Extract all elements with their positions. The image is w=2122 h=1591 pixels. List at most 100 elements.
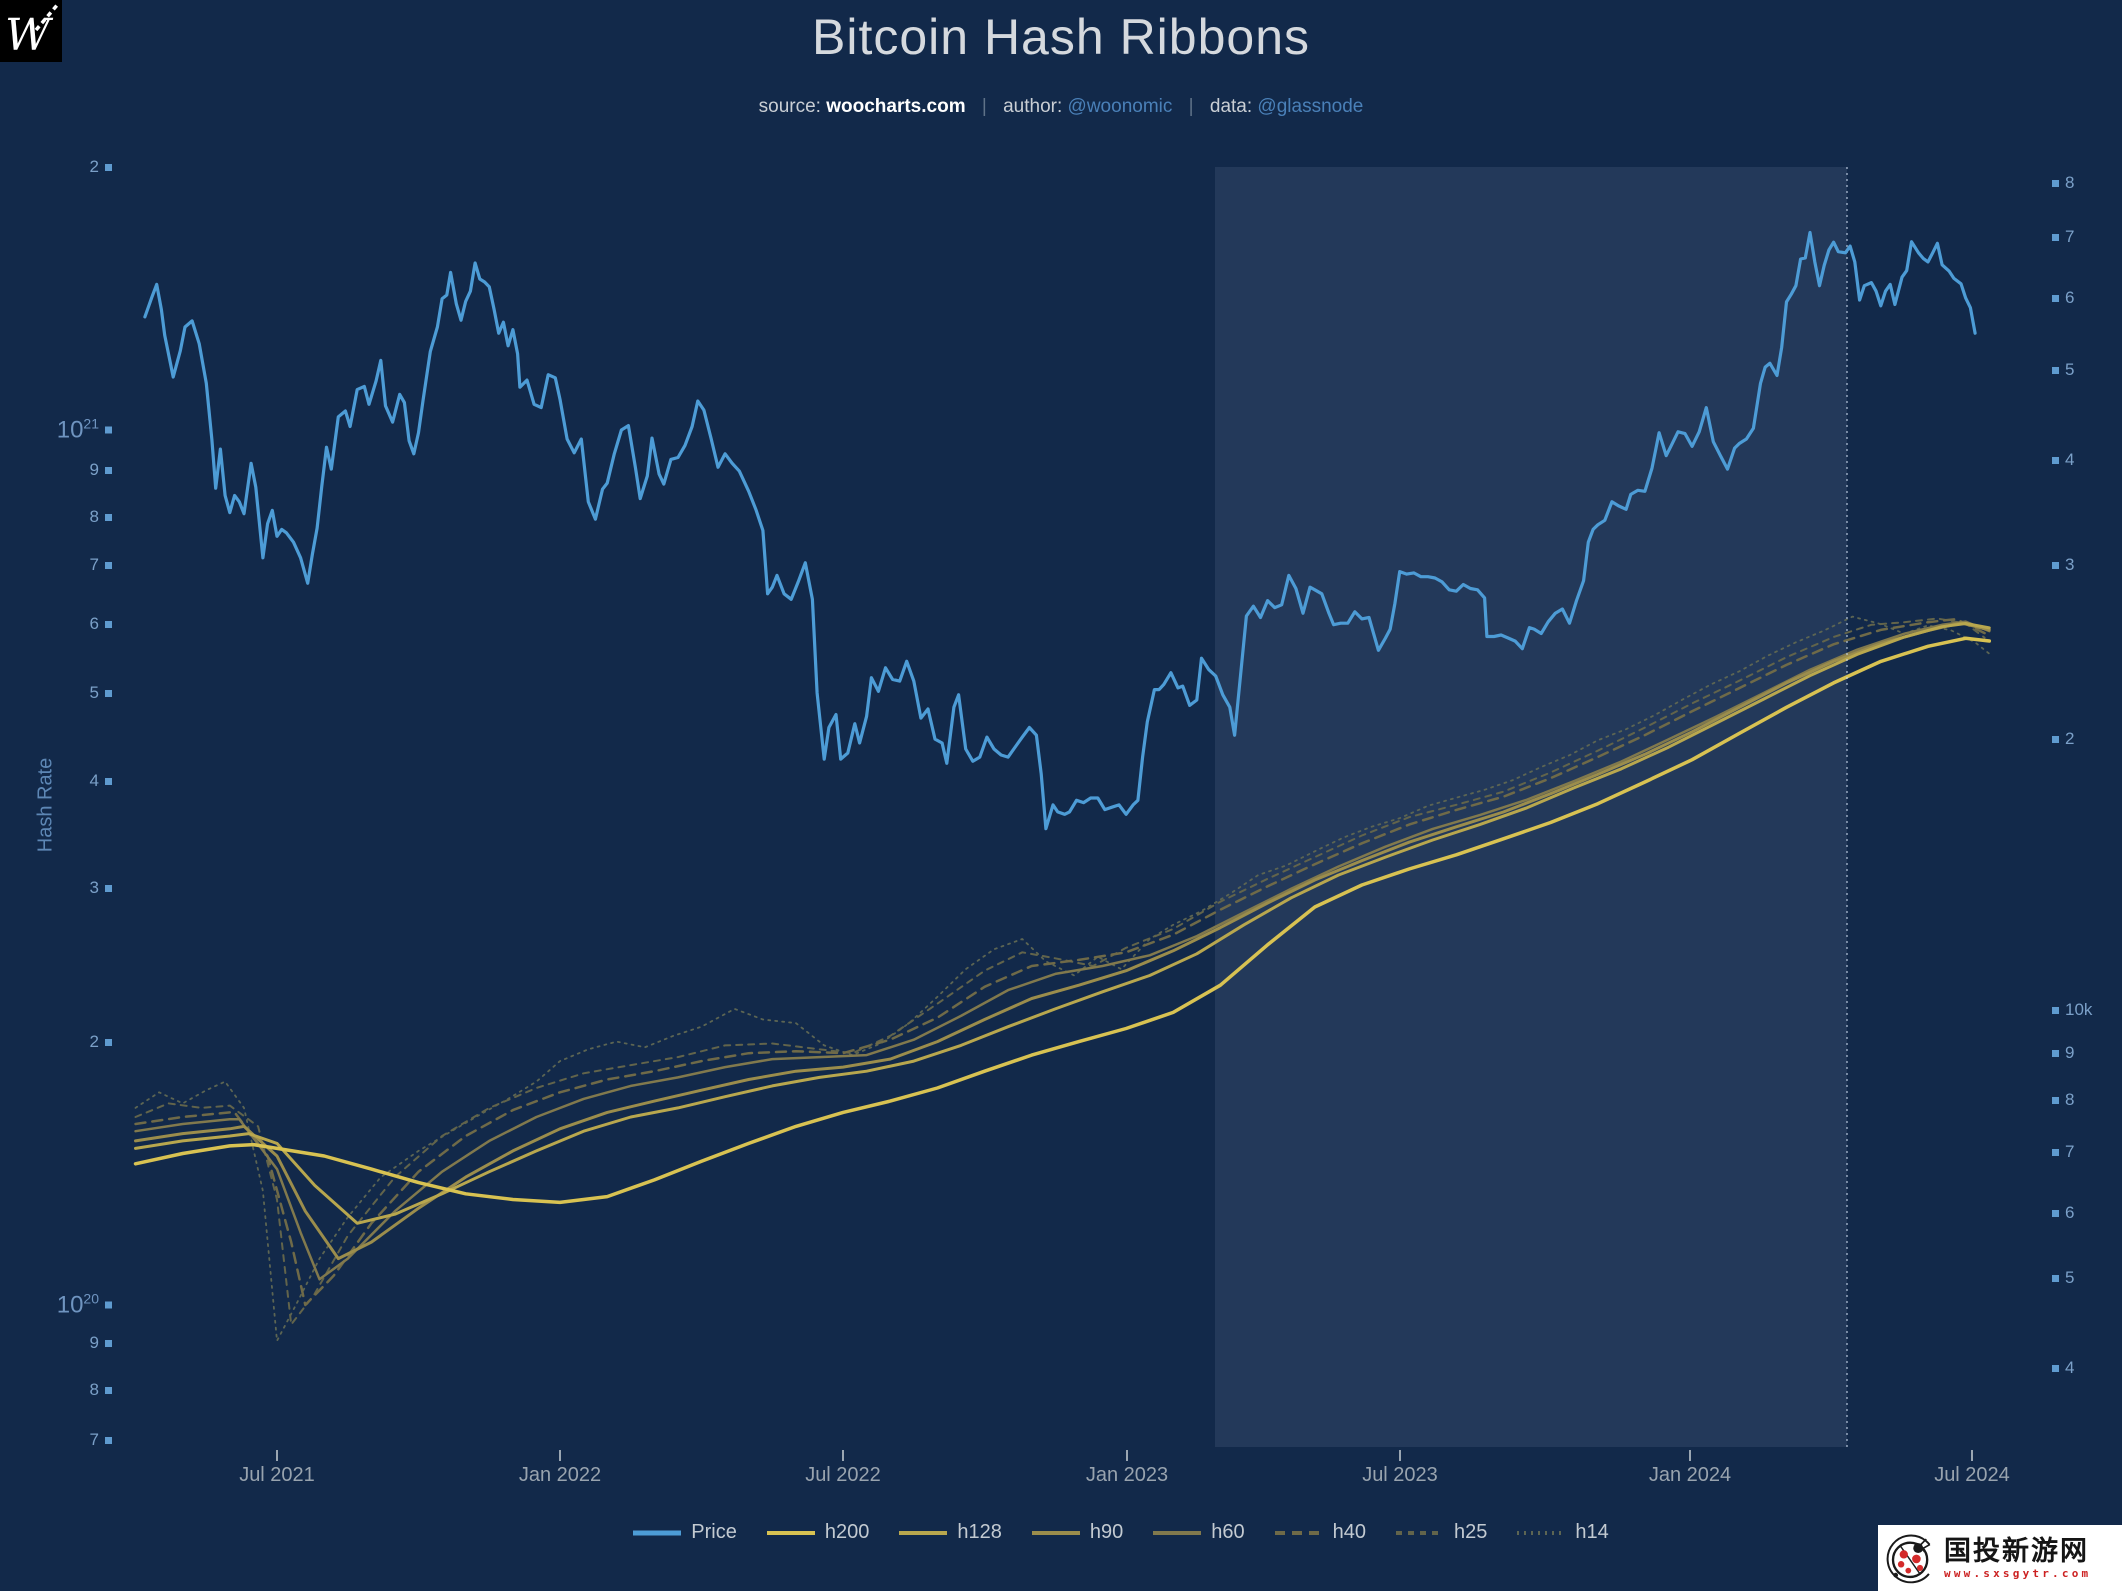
tick-square-icon	[2052, 1148, 2059, 1156]
author-link[interactable]: @woonomic	[1067, 96, 1173, 117]
h25-swatch-icon	[1395, 1530, 1444, 1535]
subtitle: source: woocharts.com | author: @woonomi…	[0, 96, 2122, 118]
tick-square-icon	[105, 1436, 112, 1444]
legend-label: h60	[1211, 1521, 1245, 1543]
x-axis-tick-mark	[1399, 1450, 1401, 1461]
left-axis-tick: 9	[0, 1333, 112, 1353]
source-value: woocharts.com	[826, 96, 966, 117]
tick-square-icon	[2052, 179, 2059, 187]
h60-swatch-icon	[1153, 1530, 1202, 1535]
left-axis-tick: 4	[0, 771, 112, 791]
tick-square-icon	[2052, 456, 2059, 464]
legend-label: h14	[1575, 1521, 1609, 1543]
tick-square-icon	[105, 689, 112, 697]
x-axis-tick-mark	[559, 1450, 561, 1461]
price-line	[143, 230, 1977, 831]
x-axis-tick-label: Jul 2023	[1362, 1464, 1438, 1486]
h40-swatch-icon	[1274, 1530, 1323, 1535]
left-axis-tick: 3	[0, 878, 112, 898]
h14-swatch-icon	[1517, 1530, 1566, 1535]
source-label: source:	[758, 96, 821, 117]
right-axis-tick: 5	[2052, 360, 2074, 380]
legend-item-h14[interactable]: h14	[1517, 1521, 1609, 1544]
x-axis-tick-label: Jul 2021	[239, 1464, 315, 1486]
h128-line	[134, 622, 1991, 1225]
tick-square-icon	[2052, 294, 2059, 302]
tick-square-icon	[105, 513, 112, 521]
author-label: author:	[1003, 96, 1063, 117]
left-axis-tick: 1021	[0, 416, 112, 445]
x-axis-tick-label: Jul 2024	[1934, 1464, 2010, 1486]
legend-label: h200	[824, 1521, 870, 1543]
data-link[interactable]: @glassnode	[1257, 96, 1364, 117]
tick-square-icon	[2052, 366, 2059, 374]
legend-item-h128[interactable]: h128	[899, 1521, 1002, 1544]
left-axis-tick: 8	[0, 1380, 112, 1400]
tick-square-icon	[105, 620, 112, 628]
x-axis-tick-label: Jan 2022	[518, 1464, 602, 1486]
svg-text:W: W	[5, 10, 54, 61]
x-axis-tick-label: Jan 2024	[1648, 1464, 1732, 1486]
left-axis-tick: 7	[0, 555, 112, 575]
right-axis-tick: 7	[2052, 227, 2074, 247]
right-axis-tick: 2	[2052, 729, 2074, 749]
legend-label: h25	[1453, 1521, 1488, 1543]
h25-line	[134, 617, 1986, 1326]
tick-square-icon	[2052, 1364, 2059, 1372]
right-axis-tick: 6	[2052, 1203, 2074, 1223]
separator: |	[981, 96, 987, 117]
right-axis-tick: 8	[2052, 173, 2074, 193]
legend-label: h90	[1089, 1521, 1124, 1543]
price-swatch-icon	[633, 1530, 682, 1535]
watermark-url: www.sxsgytr.com	[1944, 1566, 2092, 1580]
legend-item-h25[interactable]: h25	[1395, 1521, 1488, 1544]
left-axis-tick: 7	[0, 1430, 112, 1450]
tick-square-icon	[2052, 1049, 2059, 1057]
right-axis-tick: 10k	[2052, 1000, 2092, 1020]
h128-swatch-icon	[899, 1530, 948, 1535]
x-axis-tick-mark	[276, 1450, 278, 1461]
legend-item-price[interactable]: Price	[633, 1521, 737, 1544]
tick-square-icon	[105, 1038, 112, 1046]
w-logo-icon: W	[0, 0, 62, 62]
legend-label: Price	[691, 1521, 737, 1543]
x-axis-tick-mark	[1126, 1450, 1128, 1461]
tick-square-icon	[105, 1339, 112, 1347]
woocharts-logo: W	[0, 0, 62, 62]
h14-line	[134, 615, 1991, 1342]
data-label: data:	[1209, 96, 1253, 117]
legend-label: h128	[957, 1521, 1002, 1543]
tick-square-icon	[105, 466, 112, 474]
right-axis-tick: 8	[2052, 1090, 2074, 1110]
tick-square-icon	[2052, 735, 2059, 743]
tick-square-icon	[2052, 561, 2059, 569]
legend-label: h40	[1332, 1521, 1366, 1543]
legend-item-h200[interactable]: h200	[766, 1521, 870, 1544]
site-watermark: 国投新游网 www.sxsgytr.com	[1878, 1525, 2122, 1591]
left-axis-tick: 2	[0, 1032, 112, 1052]
left-axis-tick: 9	[0, 460, 112, 480]
tick-square-icon	[105, 777, 112, 785]
tick-square-icon	[2052, 1209, 2059, 1217]
left-axis-tick: 2	[0, 157, 112, 177]
left-axis-tick: 6	[0, 614, 112, 634]
right-axis-tick: 4	[2052, 450, 2074, 470]
legend-item-h60[interactable]: h60	[1153, 1521, 1245, 1544]
h200-swatch-icon	[766, 1530, 815, 1535]
h90-swatch-icon	[1031, 1530, 1080, 1535]
h40-line	[134, 617, 1986, 1307]
tick-square-icon	[2052, 1096, 2059, 1104]
legend-item-h90[interactable]: h90	[1031, 1521, 1124, 1544]
right-axis-tick: 5	[2052, 1268, 2074, 1288]
watermark-site-name: 国投新游网	[1944, 1535, 2089, 1567]
tick-square-icon	[105, 884, 112, 892]
x-axis-tick-mark	[842, 1450, 844, 1461]
watermark-text: 国投新游网 www.sxsgytr.com	[1944, 1538, 2091, 1579]
right-axis-tick: 9	[2052, 1043, 2074, 1063]
left-axis-tick: 5	[0, 683, 112, 703]
legend-item-h40[interactable]: h40	[1274, 1521, 1366, 1544]
tick-square-icon	[2052, 1006, 2059, 1014]
right-axis-tick: 6	[2052, 288, 2074, 308]
